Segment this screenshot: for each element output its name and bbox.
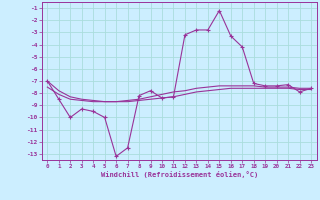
X-axis label: Windchill (Refroidissement éolien,°C): Windchill (Refroidissement éolien,°C) [100,171,258,178]
